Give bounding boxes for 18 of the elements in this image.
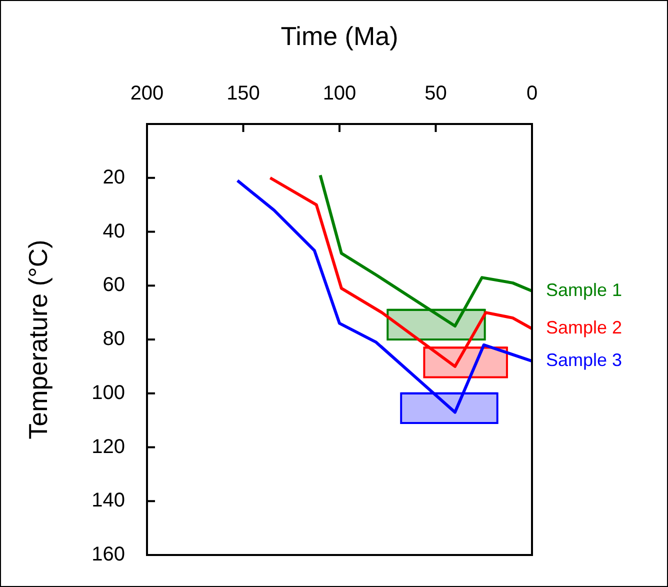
series-label: Sample 2	[546, 318, 622, 338]
y-tick-label: 140	[92, 490, 125, 512]
y-tick-label: 120	[92, 436, 125, 458]
y-tick-label: 80	[102, 328, 125, 350]
series-label: Sample 1	[546, 280, 622, 300]
y-tick-label: 20	[102, 166, 125, 188]
x-tick-label: 150	[226, 82, 260, 105]
y-tick-label: 40	[102, 220, 125, 242]
x-tick-label: 200	[130, 82, 164, 105]
x-tick-label: 50	[424, 82, 447, 105]
x-tick-label: 0	[526, 82, 538, 105]
x-axis-title: Time (Ma)	[280, 20, 398, 51]
y-tick-label: 100	[92, 382, 125, 404]
y-axis-title: Temperature (°C)	[22, 240, 53, 440]
x-tick-label: 100	[322, 82, 356, 105]
series-label: Sample 3	[546, 350, 622, 370]
y-tick-label: 60	[102, 274, 125, 296]
y-tick-label: 160	[92, 544, 125, 566]
